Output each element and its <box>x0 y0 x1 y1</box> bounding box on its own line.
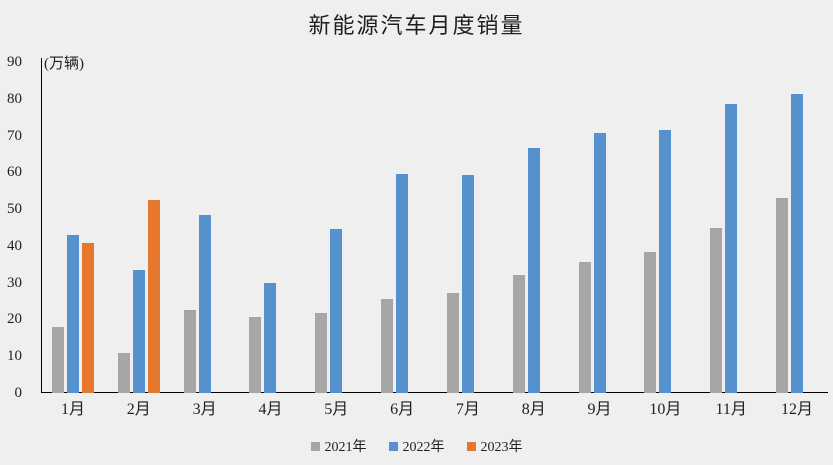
bar-2021年-11月 <box>710 227 723 393</box>
bar-2022年-12月 <box>791 93 804 393</box>
bar-group-1月 <box>52 58 94 393</box>
bar-2021年-4月 <box>249 317 262 393</box>
bar-group-2月 <box>117 58 160 393</box>
legend-swatch-icon <box>310 441 320 451</box>
bar-2023年-2月 <box>147 199 160 393</box>
bar-2021年-12月 <box>776 197 789 393</box>
bar-2021年-10月 <box>644 252 657 393</box>
bar-2022年-11月 <box>725 103 738 393</box>
x-axis-label-8月: 8月 <box>521 401 546 418</box>
bar-2021年-5月 <box>315 313 328 393</box>
bar-2022年-3月 <box>198 215 211 393</box>
x-axis-label-4月: 4月 <box>258 401 283 418</box>
bar-group-12月 <box>776 58 818 393</box>
bar-2022年-6月 <box>396 173 409 393</box>
legend: 2021年 2022年 2023年 <box>0 435 833 457</box>
bar-group-5月 <box>315 58 357 393</box>
legend-swatch-icon <box>466 441 476 451</box>
x-axis-label-11月: 11月 <box>715 401 747 418</box>
x-axis-label-12月: 12月 <box>781 401 814 418</box>
bar-group-7月 <box>446 58 489 393</box>
x-axis-label-1月: 1月 <box>60 401 85 418</box>
bar-2021年-6月 <box>381 298 394 393</box>
legend-label: 2023年 <box>480 440 523 455</box>
bar-2023年-1月 <box>82 242 94 393</box>
y-axis-tick-label: 60 <box>7 164 22 181</box>
bar-2021年-9月 <box>578 261 591 393</box>
bar-2022年-1月 <box>67 234 79 393</box>
bar-group-8月 <box>512 58 555 393</box>
bar-2022年-10月 <box>659 130 672 393</box>
x-axis-label-2月: 2月 <box>126 401 151 418</box>
x-axis-label-9月: 9月 <box>587 401 612 418</box>
bar-2021年-1月 <box>52 327 64 393</box>
y-axis-tick-label: 90 <box>7 54 22 70</box>
x-axis-label-10月: 10月 <box>649 401 682 418</box>
legend-label: 2021年 <box>324 440 367 455</box>
bar-2022年-4月 <box>264 283 277 393</box>
bar-group-4月 <box>249 58 291 393</box>
y-axis-tick-label: 0 <box>14 385 23 401</box>
y-axis-unit-label: (万辆) <box>44 56 84 72</box>
bar-2022年-8月 <box>527 148 540 393</box>
plot-area <box>41 58 828 393</box>
y-axis-tick-label: 10 <box>7 348 22 365</box>
bar-group-11月 <box>710 58 752 393</box>
bar-2021年-3月 <box>183 309 196 393</box>
bar-2021年-2月 <box>117 352 130 393</box>
y-axis-tick-label: 80 <box>7 90 22 107</box>
bar-2022年-7月 <box>461 174 474 393</box>
bar-group-9月 <box>578 58 621 393</box>
bar-group-3月 <box>183 58 226 393</box>
y-axis-tick-label: 40 <box>7 237 22 254</box>
legend-item-2023年: 2023年 <box>466 436 523 456</box>
legend-item-2022年: 2022年 <box>388 436 445 456</box>
legend-swatch-icon <box>388 441 398 451</box>
bar-2022年-9月 <box>593 132 606 393</box>
bar-group-6月 <box>381 58 423 393</box>
bar-2021年-7月 <box>446 293 459 393</box>
y-axis-tick-label: 50 <box>7 201 22 218</box>
x-axis-label-3月: 3月 <box>192 401 217 418</box>
y-axis-tick-label: 20 <box>7 311 22 328</box>
legend-item-2021年: 2021年 <box>310 436 367 456</box>
legend-label: 2022年 <box>402 440 445 455</box>
y-axis-tick-label: 70 <box>7 127 22 144</box>
bar-2022年-5月 <box>330 228 343 393</box>
x-axis-label-7月: 7月 <box>455 401 480 418</box>
bar-2022年-2月 <box>132 270 145 393</box>
chart-title: 新能源汽车月度销量 <box>308 13 525 38</box>
bar-2021年-8月 <box>512 274 525 393</box>
bar-group-10月 <box>644 58 686 393</box>
y-axis-tick-label: 30 <box>7 274 22 291</box>
x-axis-label-5月: 5月 <box>324 401 349 418</box>
x-axis-label-6月: 6月 <box>390 401 415 418</box>
